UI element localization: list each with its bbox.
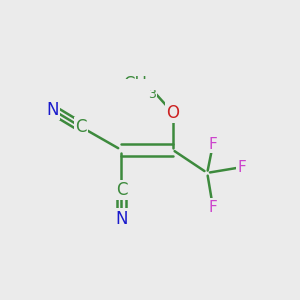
Text: N: N	[115, 210, 128, 228]
Text: F: F	[208, 200, 217, 215]
Text: O: O	[167, 104, 179, 122]
Text: F: F	[208, 137, 217, 152]
Text: methoxy: methoxy	[116, 79, 164, 89]
Text: CH: CH	[123, 75, 147, 93]
Text: C: C	[76, 118, 87, 136]
Text: 3: 3	[148, 88, 156, 101]
Text: C: C	[116, 181, 127, 199]
Text: N: N	[46, 101, 59, 119]
Text: F: F	[237, 160, 246, 175]
